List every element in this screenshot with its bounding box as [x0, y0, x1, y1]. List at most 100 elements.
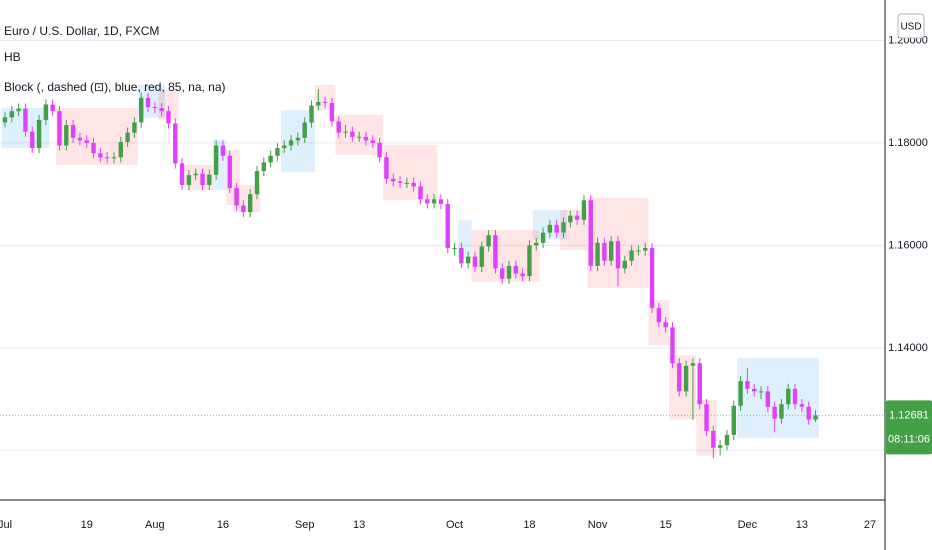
candle-body [200, 173, 205, 185]
candle-body [139, 97, 144, 123]
candle-body [527, 245, 532, 277]
candle-body [493, 235, 498, 269]
candle-body [391, 178, 396, 182]
x-tick-label: 19 [81, 519, 93, 531]
candle-body [629, 250, 634, 261]
x-tick-label: 13 [353, 519, 365, 531]
candle-body [547, 224, 553, 233]
candle-body [622, 260, 628, 269]
candle-body [656, 307, 662, 323]
x-tick-label: Nov [588, 519, 608, 531]
candle-body [125, 132, 130, 142]
candle-body [23, 108, 28, 132]
candle-body [288, 140, 294, 146]
candle-body [132, 122, 137, 133]
candle-body [370, 140, 375, 143]
candle-body [152, 107, 158, 109]
candle-body [302, 122, 307, 138]
candle-body [663, 322, 668, 328]
candle-body [540, 232, 546, 243]
candle-body [561, 222, 566, 233]
candle-body [717, 445, 723, 448]
chart-title: Euro / U.S. Dollar, 1D, FXCM [4, 24, 160, 38]
candle-body [220, 145, 226, 156]
candle-body [752, 388, 757, 392]
candle-body [506, 265, 512, 279]
candle-body [574, 215, 580, 220]
candle-body [111, 157, 117, 159]
candle-body [554, 224, 559, 233]
candle-body [425, 199, 430, 204]
candle-body [77, 137, 83, 141]
plot-area [0, 39, 885, 458]
block-zone [158, 90, 179, 120]
x-tick-label: 18 [523, 519, 535, 531]
candle-body [520, 273, 525, 277]
candle-body [343, 131, 348, 133]
candle-body [792, 388, 798, 405]
candle-body [500, 268, 505, 279]
candle-body [404, 182, 410, 184]
candle-body [50, 104, 55, 112]
candle-body [670, 327, 675, 364]
candle-body [649, 247, 655, 308]
candle-body [813, 415, 818, 420]
x-tick-label: Jul [0, 519, 12, 531]
candle-body [193, 173, 198, 176]
candle-body [118, 141, 123, 158]
candle-body [350, 131, 355, 137]
x-tick-label: 16 [217, 519, 229, 531]
candle-body [486, 235, 491, 247]
last-price-label: 1.12681 [889, 409, 929, 421]
candle-body [704, 404, 709, 431]
currency-label: USD [900, 22, 921, 33]
y-tick-label: 1.16000 [888, 239, 928, 251]
indicator-label: Block (, dashed (⊡), blue, red, 85, na, … [4, 80, 226, 94]
x-tick-label: Dec [738, 519, 758, 531]
candle-body [608, 241, 614, 261]
candle-body [43, 104, 49, 120]
candle-body [636, 250, 641, 252]
x-tick-label: Sep [295, 519, 315, 531]
candle-body [581, 200, 587, 220]
candle-body [452, 247, 457, 249]
candle-body [411, 182, 416, 187]
candle-body [70, 125, 76, 138]
x-tick-label: 13 [796, 519, 808, 531]
candle-body [329, 102, 335, 122]
candle-body [806, 406, 811, 420]
block-zone [56, 108, 138, 165]
candle-body [431, 199, 437, 204]
candle-body [186, 175, 192, 185]
candle-body [261, 162, 267, 172]
candle-body [799, 404, 805, 407]
candle-body [322, 101, 328, 103]
candle-body [779, 404, 784, 419]
candle-body [397, 181, 403, 183]
currency-button[interactable] [897, 13, 925, 39]
indicator-label: HB [4, 50, 21, 64]
candle-body [36, 119, 42, 149]
candle-body [377, 142, 382, 158]
candle-body [16, 108, 21, 112]
candle-body [295, 137, 301, 141]
candle-body [765, 391, 771, 407]
candle-body [213, 145, 219, 175]
candle-body [336, 121, 341, 133]
y-tick-label: 1.18000 [888, 137, 928, 149]
candle-body [602, 242, 607, 261]
candle-body [479, 246, 484, 267]
candle-body [615, 241, 621, 269]
candle-body [159, 108, 164, 112]
candle-body [595, 242, 600, 266]
candle-body [207, 174, 212, 185]
candle-body [227, 155, 232, 189]
candle-body [690, 363, 696, 366]
candle-body [241, 205, 246, 213]
candle-body [356, 136, 362, 138]
candle-body [438, 199, 444, 204]
candle-body [465, 256, 471, 264]
candle-body [588, 200, 593, 266]
candle-body [64, 125, 69, 146]
